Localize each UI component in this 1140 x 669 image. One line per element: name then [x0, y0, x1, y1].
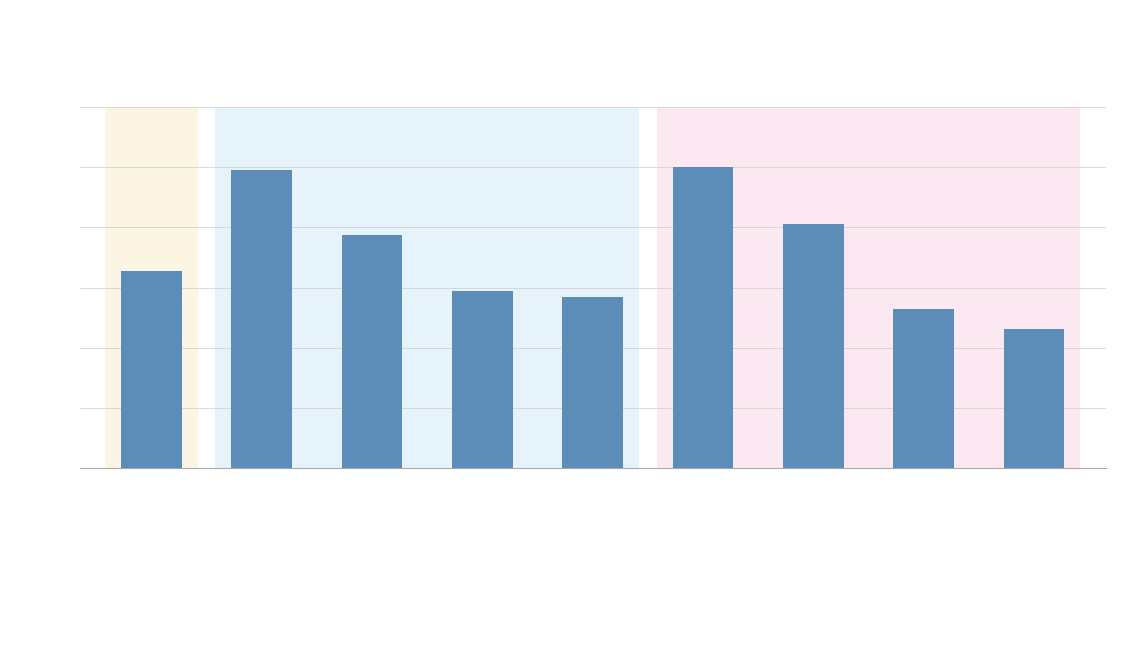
Bar [105, 107, 198, 468]
Bar [453, 291, 513, 468]
Bar [673, 167, 733, 468]
Bar [342, 235, 402, 468]
Bar [894, 309, 954, 468]
Bar [657, 107, 1081, 468]
Bar [783, 224, 844, 468]
Bar [121, 272, 182, 468]
Bar [562, 297, 624, 468]
Bar [1003, 328, 1065, 468]
Bar [231, 170, 292, 468]
Bar [215, 107, 640, 468]
